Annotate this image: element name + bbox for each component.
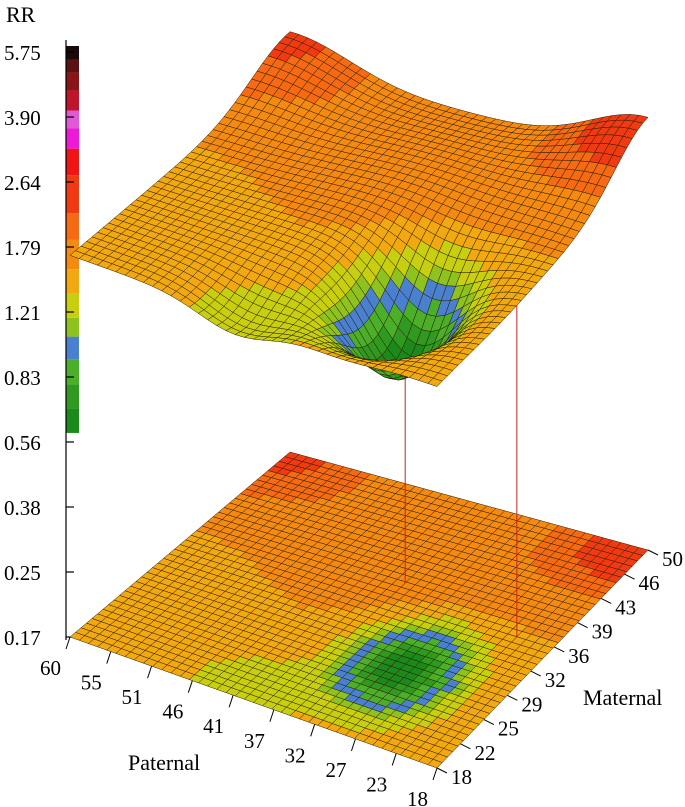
color-scale-band bbox=[66, 359, 79, 385]
maternal-tick-mark bbox=[600, 597, 612, 604]
color-scale-band bbox=[66, 72, 79, 91]
paternal-tick-label: 60 bbox=[40, 656, 61, 680]
paternal-tick-label: 41 bbox=[203, 714, 224, 738]
maternal-tick-mark bbox=[647, 549, 659, 556]
z-tick-label: 0.83 bbox=[4, 366, 41, 390]
maternal-tick-mark bbox=[483, 719, 495, 726]
paternal-axis-label: Paternal bbox=[128, 750, 200, 775]
color-scale-band bbox=[66, 59, 79, 73]
maternal-tick-label: 50 bbox=[662, 547, 683, 571]
paternal-tick-label: 55 bbox=[81, 671, 102, 695]
color-scale-band bbox=[66, 213, 79, 240]
z-tick-label: 0.17 bbox=[4, 626, 41, 650]
z-tick-label: 2.64 bbox=[4, 171, 41, 195]
paternal-tick-mark bbox=[147, 665, 153, 679]
paternal-tick-mark bbox=[432, 767, 438, 781]
maternal-tick-mark bbox=[436, 767, 448, 774]
color-scale-band bbox=[66, 384, 79, 409]
color-scale-band bbox=[66, 110, 79, 129]
maternal-tick-mark bbox=[460, 743, 471, 750]
z-tick-label: 0.25 bbox=[4, 561, 41, 585]
maternal-tick-mark bbox=[530, 670, 542, 677]
paternal-tick-label: 51 bbox=[122, 685, 143, 709]
floor-cell bbox=[427, 759, 443, 769]
paternal-tick-mark bbox=[310, 724, 316, 737]
maternal-tick-label: 36 bbox=[568, 644, 589, 668]
color-scale-band bbox=[66, 336, 79, 360]
maternal-tick-label: 39 bbox=[592, 620, 613, 644]
color-scale-band bbox=[66, 293, 79, 318]
z-tick-label: 5.75 bbox=[4, 41, 41, 65]
paternal-tick-mark bbox=[391, 753, 397, 766]
color-scale-band bbox=[66, 317, 79, 337]
color-scale-band bbox=[66, 269, 79, 294]
color-scale-band bbox=[66, 128, 79, 149]
paternal-tick-mark bbox=[269, 709, 275, 722]
z-axis-ticks: 5.75 3.90 2.64 1.79 1.21 0.83 0.56 0.38 0.25 0.17 bbox=[4, 41, 74, 650]
color-scale-band bbox=[66, 90, 79, 111]
maternal-tick-label: 22 bbox=[474, 741, 495, 765]
paternal-tick-mark bbox=[228, 695, 234, 708]
maternal-tick-mark bbox=[624, 573, 635, 580]
z-tick-label: 3.90 bbox=[4, 106, 41, 130]
maternal-tick-mark bbox=[553, 646, 565, 653]
color-scale-band bbox=[66, 175, 79, 214]
z-tick-label: 1.21 bbox=[4, 301, 41, 325]
paternal-tick-mark bbox=[350, 738, 356, 752]
maternal-tick-label: 32 bbox=[545, 668, 566, 692]
paternal-tick-mark bbox=[187, 680, 193, 693]
paternal-tick-mark bbox=[106, 651, 112, 664]
z-tick-label: 1.79 bbox=[4, 236, 41, 260]
maternal-tick-mark bbox=[507, 694, 518, 701]
z-tick-label: 0.56 bbox=[4, 431, 41, 455]
floor-projection bbox=[69, 451, 649, 769]
paternal-tick-label: 18 bbox=[407, 787, 428, 807]
maternal-tick-label: 43 bbox=[615, 595, 636, 619]
rr-surface bbox=[69, 31, 649, 387]
maternal-axis-label: Maternal bbox=[583, 685, 662, 710]
maternal-tick-label: 25 bbox=[498, 717, 519, 741]
color-scale-band bbox=[66, 46, 79, 60]
color-scale-band bbox=[66, 408, 79, 433]
z-axis-label: RR bbox=[6, 2, 36, 27]
paternal-tick-label: 46 bbox=[162, 700, 183, 724]
paternal-tick-label: 27 bbox=[325, 758, 346, 782]
paternal-tick-label: 37 bbox=[244, 729, 265, 753]
paternal-tick-label: 23 bbox=[366, 772, 387, 796]
paternal-tick-label: 32 bbox=[285, 743, 306, 767]
maternal-tick-label: 18 bbox=[451, 765, 472, 789]
color-scale-legend bbox=[66, 46, 79, 433]
maternal-tick-label: 29 bbox=[521, 692, 542, 716]
color-scale-band bbox=[66, 148, 79, 176]
maternal-tick-mark bbox=[577, 622, 588, 629]
z-tick-label: 0.38 bbox=[4, 496, 41, 520]
maternal-tick-label: 46 bbox=[639, 571, 660, 595]
